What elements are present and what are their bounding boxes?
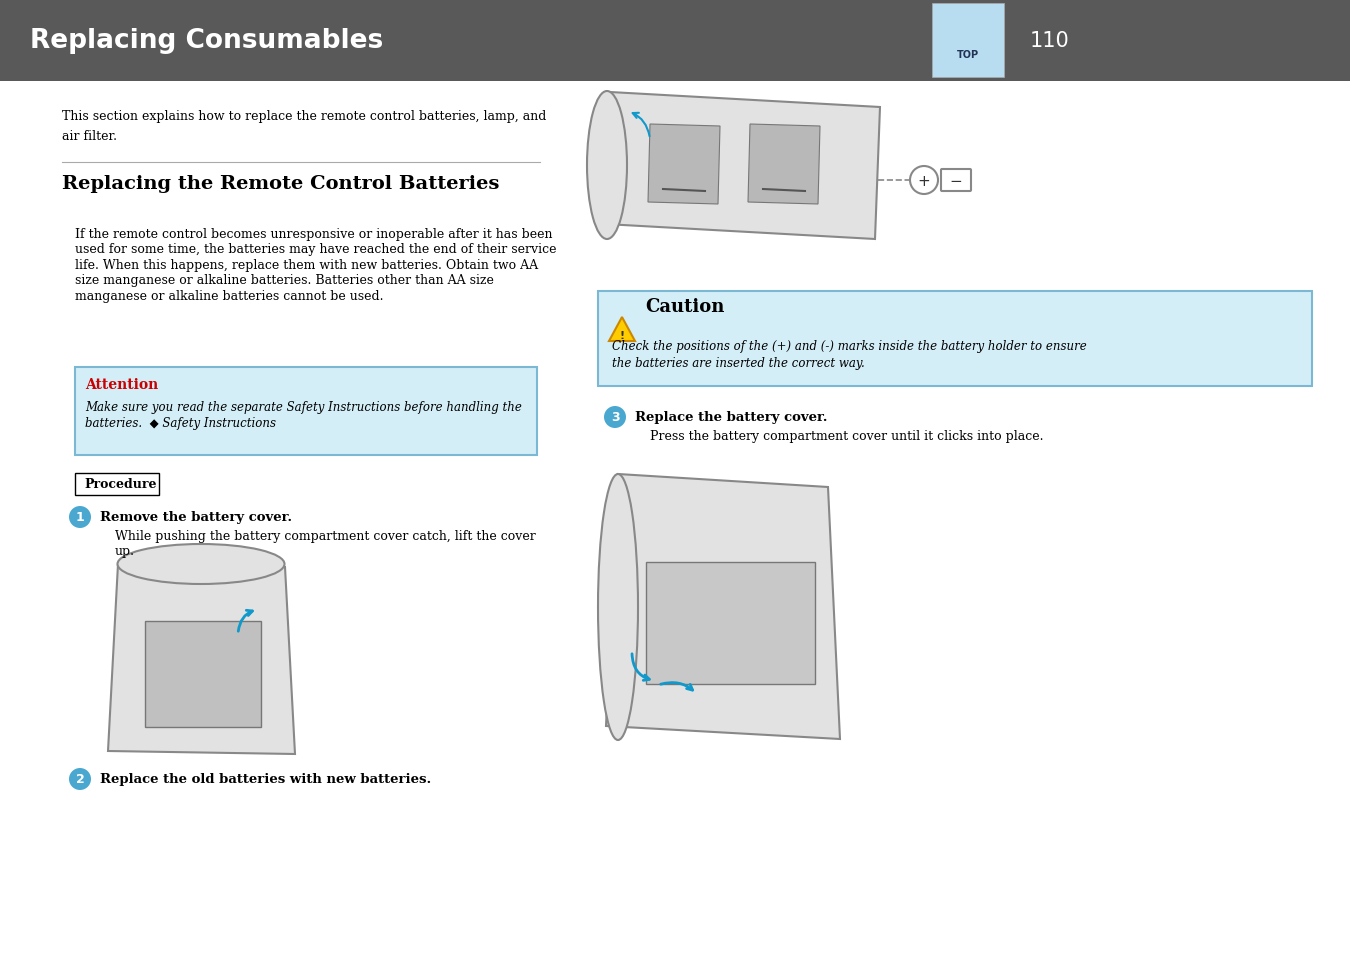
Polygon shape <box>648 125 720 205</box>
Text: Press the battery compartment cover until it clicks into place.: Press the battery compartment cover unti… <box>649 430 1044 442</box>
Text: TOP: TOP <box>957 50 979 60</box>
Text: Replace the old batteries with new batteries.: Replace the old batteries with new batte… <box>100 772 431 785</box>
FancyBboxPatch shape <box>76 368 537 456</box>
Text: 3: 3 <box>610 411 620 424</box>
Text: Replacing Consumables: Replacing Consumables <box>30 28 383 54</box>
Polygon shape <box>108 564 296 754</box>
FancyBboxPatch shape <box>0 0 1350 82</box>
Text: Caution: Caution <box>645 297 725 315</box>
Text: This section explains how to replace the remote control batteries, lamp, and
air: This section explains how to replace the… <box>62 110 547 143</box>
Text: size manganese or alkaline batteries. Batteries other than AA size: size manganese or alkaline batteries. Ba… <box>76 274 494 287</box>
Text: batteries.  ◆ Safety Instructions: batteries. ◆ Safety Instructions <box>85 416 275 430</box>
Text: 110: 110 <box>1030 30 1069 51</box>
FancyBboxPatch shape <box>941 170 971 192</box>
Polygon shape <box>606 475 840 740</box>
FancyBboxPatch shape <box>931 4 1004 78</box>
Ellipse shape <box>587 91 626 240</box>
Text: −: − <box>949 173 963 189</box>
Text: Replacing the Remote Control Batteries: Replacing the Remote Control Batteries <box>62 174 500 193</box>
Polygon shape <box>609 317 634 341</box>
Circle shape <box>69 506 90 529</box>
FancyBboxPatch shape <box>598 292 1312 387</box>
FancyBboxPatch shape <box>647 562 815 684</box>
Text: manganese or alkaline batteries cannot be used.: manganese or alkaline batteries cannot b… <box>76 290 383 303</box>
Text: the batteries are inserted the correct way.: the batteries are inserted the correct w… <box>612 356 865 370</box>
Text: Remove the battery cover.: Remove the battery cover. <box>100 511 292 523</box>
Text: 1: 1 <box>76 511 84 524</box>
Text: Procedure: Procedure <box>84 477 157 491</box>
Text: !: ! <box>620 331 625 340</box>
Circle shape <box>910 167 938 194</box>
Text: life. When this happens, replace them with new batteries. Obtain two AA: life. When this happens, replace them wi… <box>76 258 539 272</box>
Circle shape <box>69 768 90 790</box>
Text: While pushing the battery compartment cover catch, lift the cover: While pushing the battery compartment co… <box>115 530 536 542</box>
Circle shape <box>603 407 626 429</box>
Ellipse shape <box>117 544 285 584</box>
Text: used for some time, the batteries may have reached the end of their service: used for some time, the batteries may ha… <box>76 243 556 256</box>
Text: Make sure you read the separate Safety Instructions before handling the: Make sure you read the separate Safety I… <box>85 400 522 414</box>
Polygon shape <box>748 125 819 205</box>
Ellipse shape <box>598 475 639 740</box>
Text: Attention: Attention <box>85 377 158 392</box>
Text: +: + <box>918 173 930 189</box>
Text: Check the positions of the (+) and (-) marks inside the battery holder to ensure: Check the positions of the (+) and (-) m… <box>612 339 1087 353</box>
Polygon shape <box>605 92 880 240</box>
Text: If the remote control becomes unresponsive or inoperable after it has been: If the remote control becomes unresponsi… <box>76 228 552 241</box>
Text: Replace the battery cover.: Replace the battery cover. <box>634 411 828 423</box>
Text: up.: up. <box>115 545 135 558</box>
FancyBboxPatch shape <box>76 474 159 496</box>
Text: 2: 2 <box>76 773 84 785</box>
FancyBboxPatch shape <box>144 621 261 727</box>
